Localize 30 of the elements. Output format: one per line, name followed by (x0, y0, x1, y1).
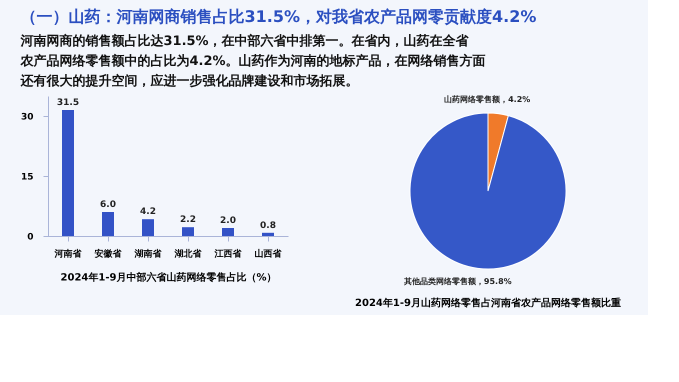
x-tick-label: 安徽省 (94, 248, 122, 260)
x-tick-label: 湖南省 (134, 248, 162, 260)
slice-label: 山药网络零售额 (444, 94, 502, 104)
bar (262, 232, 274, 236)
bar (62, 110, 74, 236)
y-tick-label: 0 (27, 232, 34, 242)
data-label: 2.0 (220, 216, 236, 226)
slice-label: 其他品类网络零售额 (402, 277, 477, 286)
data-label: 6.0 (100, 200, 116, 210)
data-label: 0.8 (260, 220, 276, 231)
chart-title: （一）山药：河南网商销售占比31.5%，对我省农产品网零贡献度4.2% (20, 6, 536, 26)
bar (142, 219, 154, 236)
y-tick-label: 30 (20, 112, 34, 122)
bar (222, 228, 234, 236)
x-tick-label: 河南省 (54, 248, 82, 260)
y-tick-label: 15 (20, 172, 34, 182)
x-tick-label: 湖北省 (174, 248, 202, 260)
x-tick-label: 江西省 (214, 248, 242, 260)
bar (182, 227, 194, 236)
data-label: 2.2 (180, 215, 196, 226)
chart-subtitle: 河南网商的销售额占比达31.5%，在中部六省中排第一。在省内，山药在全省农产品网络零售额中的占比为4.2%。山药作为河南的地标产品，在网络销售方面还有很大的提升空间，应进一步强化品牌建设和市场拓展。 (19, 32, 486, 89)
x-axis-title: 2024年1-9月中部六省山药网络零售占比（%） (60, 272, 276, 284)
data-label: ，4.2% (500, 94, 530, 104)
x-tick-label: 山西省 (254, 248, 282, 260)
bar (102, 212, 114, 236)
pie-slice (410, 112, 566, 270)
text: 2024年1-9月山药网络零售占河南省农产品网络零售额比重 (355, 297, 621, 310)
data-label: 31.5 (56, 98, 80, 108)
data-label: 4.2 (140, 207, 156, 218)
data-label: ，95.8% (476, 277, 512, 286)
